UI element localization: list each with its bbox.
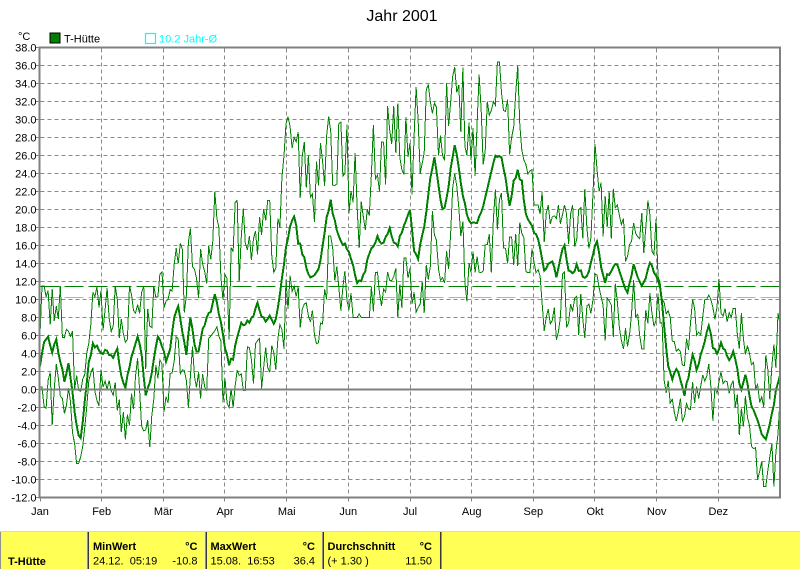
svg-text:-4.0: -4.0 [18,421,37,433]
svg-text:Jun: Jun [339,506,357,518]
svg-text:-10.8: -10.8 [172,556,197,568]
svg-text:-12.0: -12.0 [11,493,36,505]
svg-text:Jul: Jul [403,506,417,518]
svg-text:Feb: Feb [92,506,111,518]
svg-text:34.0: 34.0 [15,79,36,91]
svg-text:Jan: Jan [31,506,49,518]
svg-text:°C: °C [18,31,30,43]
svg-text:30.0: 30.0 [15,115,36,127]
svg-text:T-Hütte: T-Hütte [8,556,46,568]
svg-text:MaxWert: MaxWert [211,541,257,553]
svg-text:Dez: Dez [709,506,729,518]
svg-text:22.0: 22.0 [15,187,36,199]
svg-text:14.0: 14.0 [15,259,36,271]
svg-text:18.0: 18.0 [15,223,36,235]
svg-text:Okt: Okt [586,506,603,518]
svg-text:10.0: 10.0 [15,295,36,307]
svg-text:-8.0: -8.0 [18,457,37,469]
svg-text:-10.0: -10.0 [11,475,36,487]
svg-text:-2.0: -2.0 [18,403,37,415]
svg-text:38.0: 38.0 [15,43,36,55]
svg-text:Durchschnitt: Durchschnitt [328,541,396,553]
svg-text:Aug: Aug [462,506,482,518]
svg-text:°C: °C [185,541,197,553]
svg-text:T-Hütte: T-Hütte [64,34,100,46]
svg-text:-6.0: -6.0 [18,439,37,451]
svg-text:MinWert: MinWert [93,541,137,553]
svg-text:Nov: Nov [647,506,667,518]
svg-text:12.0: 12.0 [15,277,36,289]
svg-text:26.0: 26.0 [15,151,36,163]
svg-text:10.2 Jahr-Ø: 10.2 Jahr-Ø [159,34,218,46]
svg-text:24.0: 24.0 [15,169,36,181]
svg-text:Jahr 2001: Jahr 2001 [366,8,437,25]
svg-text:6.0: 6.0 [21,331,36,343]
svg-text:4.0: 4.0 [21,349,36,361]
svg-text:°C: °C [303,541,315,553]
svg-text:36.4: 36.4 [294,556,315,568]
svg-text:8.0: 8.0 [21,313,36,325]
svg-text:28.0: 28.0 [15,133,36,145]
svg-text:°C: °C [420,541,432,553]
svg-text:(+ 1.30 ): (+ 1.30 ) [328,556,369,568]
svg-text:Mai: Mai [278,506,296,518]
svg-text:Apr: Apr [216,506,233,518]
svg-text:16.0: 16.0 [15,241,36,253]
svg-text:36.0: 36.0 [15,61,36,73]
svg-text:11.50: 11.50 [405,556,432,568]
svg-text:15.08. 16:53: 15.08. 16:53 [211,556,275,568]
svg-text:Mär: Mär [154,506,173,518]
svg-text:24.12. 05:19: 24.12. 05:19 [93,556,157,568]
svg-text:32.0: 32.0 [15,97,36,109]
svg-text:0.0: 0.0 [21,385,36,397]
svg-text:2.0: 2.0 [21,367,36,379]
svg-text:20.0: 20.0 [15,205,36,217]
svg-text:Sep: Sep [524,506,544,518]
